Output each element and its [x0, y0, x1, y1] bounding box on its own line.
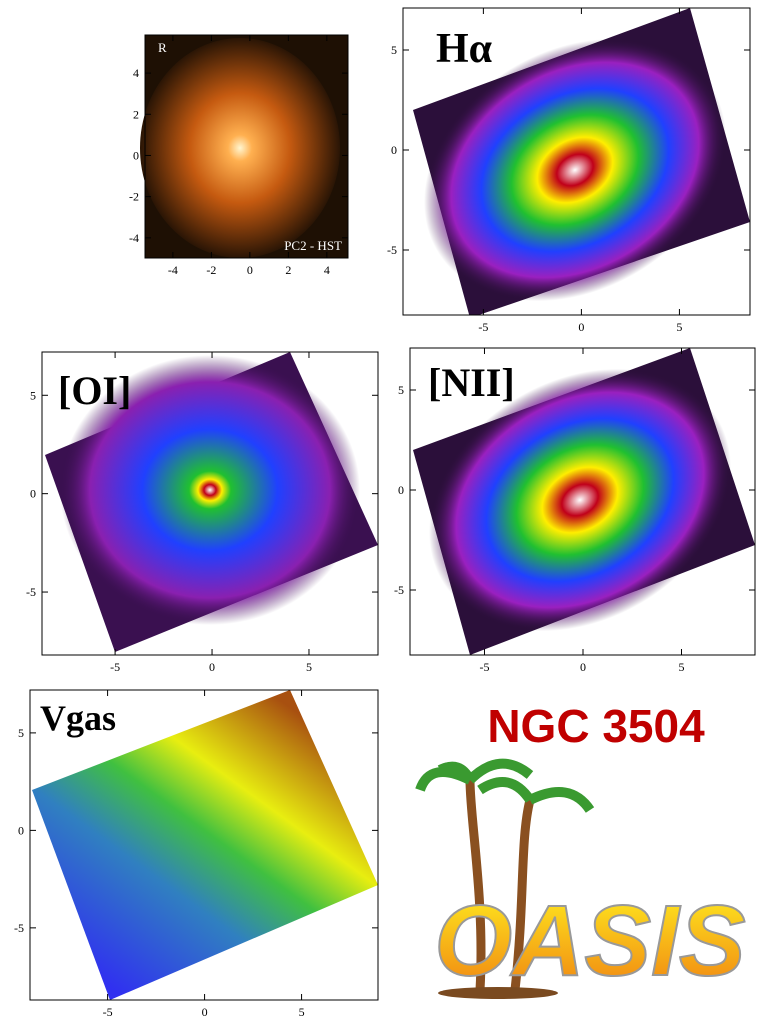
y-tick-label: -4 — [129, 231, 139, 245]
panel-images — [32, 8, 755, 1000]
panel-note: PC2 - HST — [284, 238, 342, 253]
panel-label: [OI] — [58, 368, 131, 413]
y-tick-label: 5 — [398, 383, 404, 397]
x-tick-label: 5 — [299, 1005, 305, 1019]
y-tick-label: 0 — [30, 487, 36, 501]
y-tick-label: -2 — [129, 190, 139, 204]
panel-label: Vgas — [40, 698, 116, 738]
x-tick-label: -4 — [168, 263, 178, 277]
plot-frame — [144, 34, 349, 259]
y-tick-label: 5 — [18, 726, 24, 740]
plot-frame — [402, 7, 751, 316]
x-tick-label: 5 — [679, 660, 685, 674]
x-tick-label: 5 — [676, 320, 682, 334]
y-tick-label: 0 — [133, 148, 139, 162]
y-tick-label: 4 — [133, 66, 139, 80]
x-tick-label: 2 — [285, 263, 291, 277]
y-tick-label: -5 — [14, 921, 24, 935]
x-tick-label: 0 — [578, 320, 584, 334]
logo-text: OASIS — [434, 885, 745, 997]
x-tick-label: -5 — [478, 320, 488, 334]
x-tick-label: 0 — [209, 660, 215, 674]
y-tick-label: 5 — [30, 388, 36, 402]
x-tick-label: -5 — [479, 660, 489, 674]
x-tick-label: -5 — [110, 660, 120, 674]
plot-frame — [29, 689, 379, 1001]
plot-frame — [41, 351, 379, 656]
y-tick-label: 0 — [18, 823, 24, 837]
title: NGC 3504 — [487, 700, 705, 752]
x-tick-label: -2 — [206, 263, 216, 277]
x-tick-label: 4 — [324, 263, 330, 277]
y-tick-label: 0 — [391, 143, 397, 157]
y-tick-label: -5 — [394, 583, 404, 597]
y-tick-label: -5 — [387, 243, 397, 257]
y-tick-label: -5 — [26, 585, 36, 599]
y-tick-label: 2 — [133, 107, 139, 121]
panel-label: Hα — [436, 26, 493, 72]
panel-label: R — [158, 40, 167, 55]
panel-label: [NII] — [428, 360, 515, 405]
y-tick-label: 0 — [398, 483, 404, 497]
oasis-logo: OASIS — [415, 758, 747, 999]
x-tick-label: 0 — [247, 263, 253, 277]
x-tick-label: 0 — [202, 1005, 208, 1019]
y-tick-label: 5 — [391, 43, 397, 57]
x-tick-label: -5 — [103, 1005, 113, 1019]
x-tick-label: 0 — [580, 660, 586, 674]
x-tick-label: 5 — [306, 660, 312, 674]
